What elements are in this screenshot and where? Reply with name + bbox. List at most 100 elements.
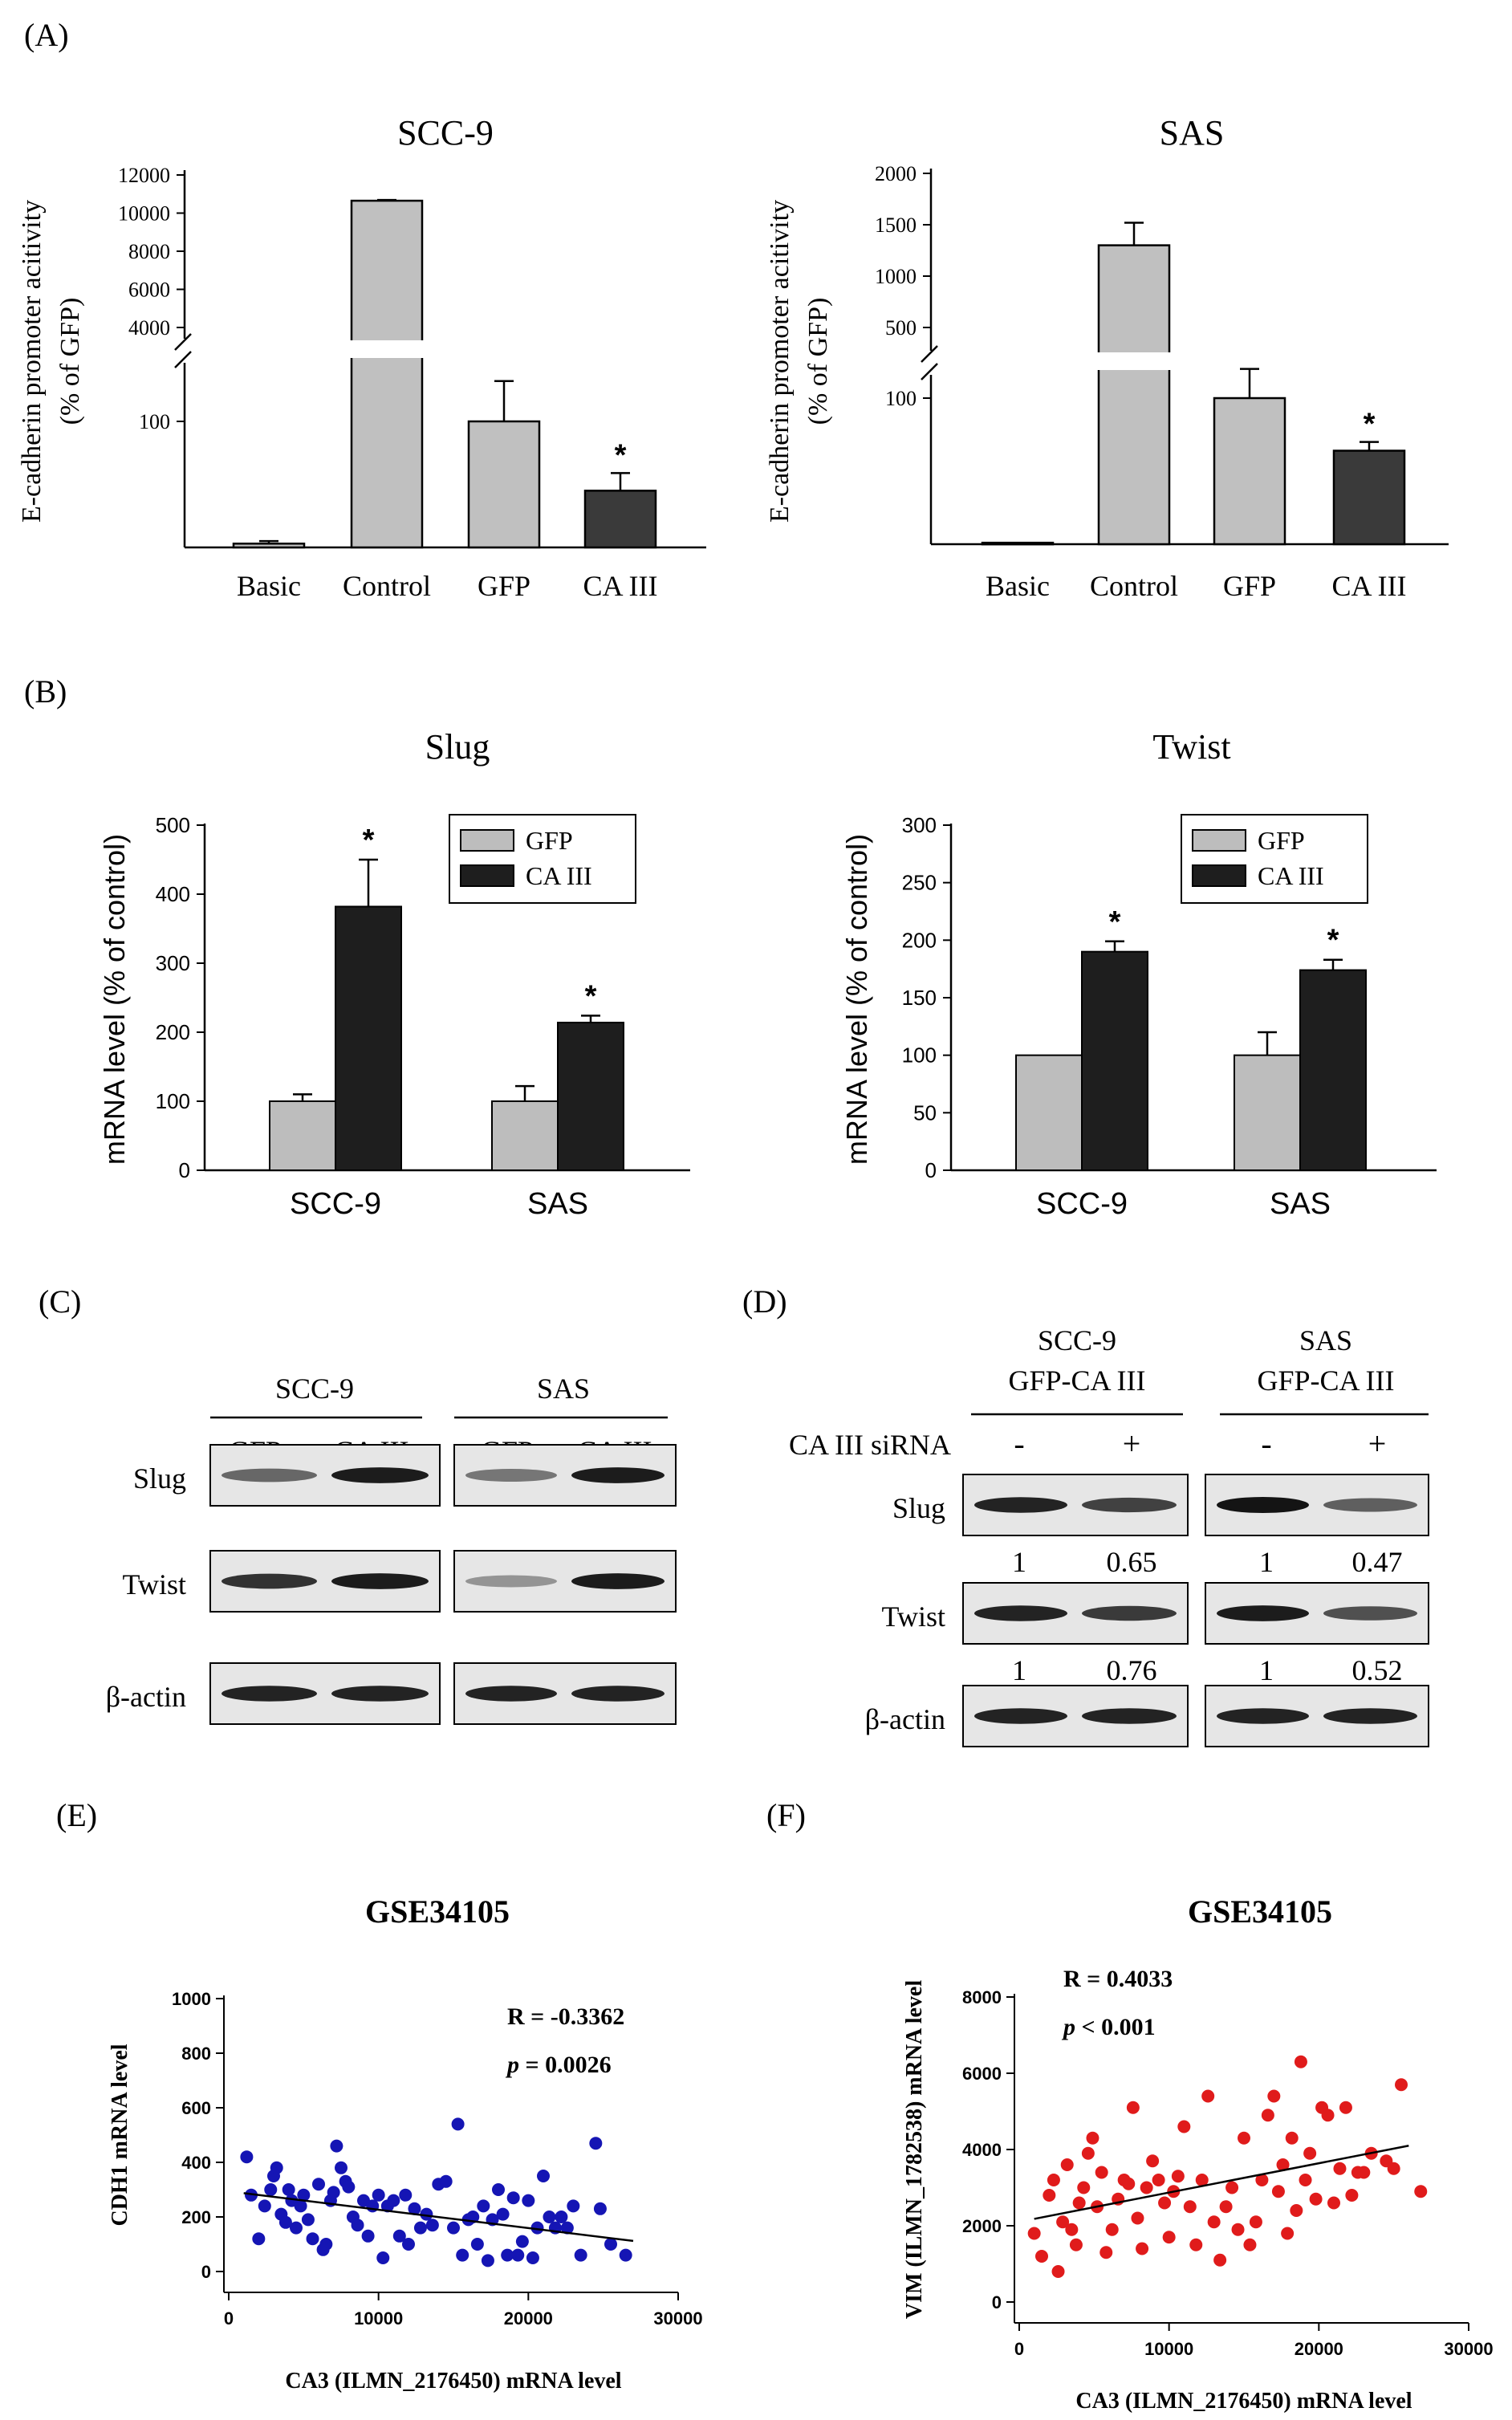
band-ratio: 0.65 xyxy=(1107,1546,1157,1578)
bar xyxy=(981,541,1055,546)
scatter-point xyxy=(282,2183,295,2196)
group-label: SAS xyxy=(1299,1324,1352,1356)
y-tick-label: 0 xyxy=(179,1158,190,1182)
scatter-point xyxy=(589,2137,603,2150)
blot-band xyxy=(974,1708,1067,1724)
y-tick-label: 800 xyxy=(181,2044,211,2064)
y-tick-label: 1500 xyxy=(875,214,917,237)
bar xyxy=(583,490,657,549)
blot-band xyxy=(1082,1497,1177,1513)
scatter-point xyxy=(1219,2200,1233,2214)
axis-break-mark xyxy=(921,345,938,363)
y-tick-label: 400 xyxy=(181,2153,211,2173)
correlation-r: R = 0.4033 xyxy=(1063,1966,1173,1992)
sirna-sign: + xyxy=(1123,1426,1141,1462)
y-axis-label: E-cadherin promoter acitivity xyxy=(765,200,795,523)
scatter-point xyxy=(408,2202,421,2215)
legend-swatch-gfp xyxy=(1192,829,1246,852)
scatter-point xyxy=(1131,2211,1144,2225)
scatter-point xyxy=(1290,2204,1303,2217)
group-label: SCC-9 xyxy=(275,1373,354,1405)
bar-gfp xyxy=(1234,1054,1301,1171)
scatter-point xyxy=(290,2221,303,2235)
scatter-point xyxy=(330,2139,343,2153)
scatter-point xyxy=(1047,2174,1060,2186)
scatter-point xyxy=(1249,2215,1262,2229)
blot-row-label: Slug xyxy=(133,1462,186,1495)
blot-band xyxy=(1082,1708,1177,1724)
scatter-point xyxy=(1195,2174,1209,2186)
scatter-point xyxy=(1171,2170,1185,2183)
y-tick-label: 250 xyxy=(902,871,937,895)
legend-label-gfp: GFP xyxy=(1258,826,1305,855)
panel-label-e: (E) xyxy=(56,1797,98,1833)
scatter-point xyxy=(1177,2120,1191,2133)
significance-star: * xyxy=(615,438,627,472)
scatter-point xyxy=(537,2170,550,2182)
x-axis-label: CA3 (ILMN_2176450) mRNA level xyxy=(1075,2389,1412,2414)
bar xyxy=(232,543,306,549)
x-tick-label: 10000 xyxy=(1144,2339,1193,2359)
x-tick-label: GFP xyxy=(1223,570,1276,602)
y-tick-label: 0 xyxy=(925,1158,937,1182)
scatter-point xyxy=(342,2180,356,2194)
regression-line xyxy=(243,2192,634,2243)
regression-line xyxy=(1034,2145,1409,2220)
x-axis-label: CA3 (ILMN_2176450) mRNA level xyxy=(285,2369,621,2394)
x-tick-label: 0 xyxy=(1014,2339,1024,2359)
scatter-point xyxy=(456,2248,469,2262)
x-tick-label: SAS xyxy=(1270,1187,1331,1221)
band-ratio: 0.47 xyxy=(1352,1546,1403,1578)
legend-swatch-gfp xyxy=(460,829,514,852)
scatter-point xyxy=(526,2251,539,2264)
scatter-point xyxy=(1072,2196,1086,2210)
band-ratio: 0.76 xyxy=(1107,1654,1157,1686)
scatter-point xyxy=(1051,2265,1065,2278)
sirna-sign: - xyxy=(1261,1426,1271,1462)
y-tick-label: 500 xyxy=(156,813,190,837)
scatter-point xyxy=(425,2219,439,2232)
y-tick-label: 6000 xyxy=(128,279,170,302)
scatter-point xyxy=(1255,2174,1269,2186)
y-tick-label: 4000 xyxy=(962,2140,1002,2160)
blot-band xyxy=(1082,1605,1177,1621)
axis-break-mark xyxy=(921,363,938,380)
scatter-point xyxy=(1321,2109,1335,2122)
scatter-point xyxy=(1333,2162,1347,2175)
scatter-point xyxy=(240,2150,254,2164)
x-tick-label: CA III xyxy=(1332,570,1407,602)
scatter-point xyxy=(501,2248,514,2262)
group-label: SAS xyxy=(537,1373,590,1405)
scatter-point xyxy=(1276,2158,1290,2171)
x-tick-label: 0 xyxy=(224,2308,234,2328)
scatter-point xyxy=(387,2194,400,2207)
bar xyxy=(467,420,541,549)
scatter-point xyxy=(1303,2146,1317,2160)
blot-band xyxy=(1323,1606,1417,1621)
band-ratio: 1 xyxy=(1259,1654,1274,1686)
y-tick-label: 1000 xyxy=(875,265,917,288)
x-tick-label: GFP xyxy=(478,570,530,602)
y-tick-label: 8000 xyxy=(128,240,170,263)
scatter-point xyxy=(413,2221,427,2235)
scatter-point xyxy=(1126,2101,1140,2114)
scatter-point xyxy=(496,2207,510,2221)
scatter-point xyxy=(252,2232,266,2246)
scatter-point xyxy=(1387,2162,1400,2175)
bar-ca3 xyxy=(557,1021,624,1171)
blot-row-label: β-actin xyxy=(865,1703,945,1735)
group-label: GFP-CA III xyxy=(1008,1365,1145,1397)
scatter-point xyxy=(399,2188,413,2202)
x-tick-label: Control xyxy=(343,570,431,602)
scatter-point xyxy=(1357,2166,1371,2179)
y-tick-label: 2000 xyxy=(962,2216,1002,2236)
scatter-point xyxy=(1261,2109,1274,2122)
blot-band xyxy=(331,1686,429,1702)
y-tick-label: 1000 xyxy=(172,1989,211,2009)
group-label: GFP-CA III xyxy=(1257,1365,1394,1397)
blot-row-label: Slug xyxy=(892,1492,945,1524)
scatter-point xyxy=(543,2211,556,2223)
correlation-p: p < 0.001 xyxy=(1061,2014,1156,2040)
scatter-point xyxy=(270,2161,283,2174)
